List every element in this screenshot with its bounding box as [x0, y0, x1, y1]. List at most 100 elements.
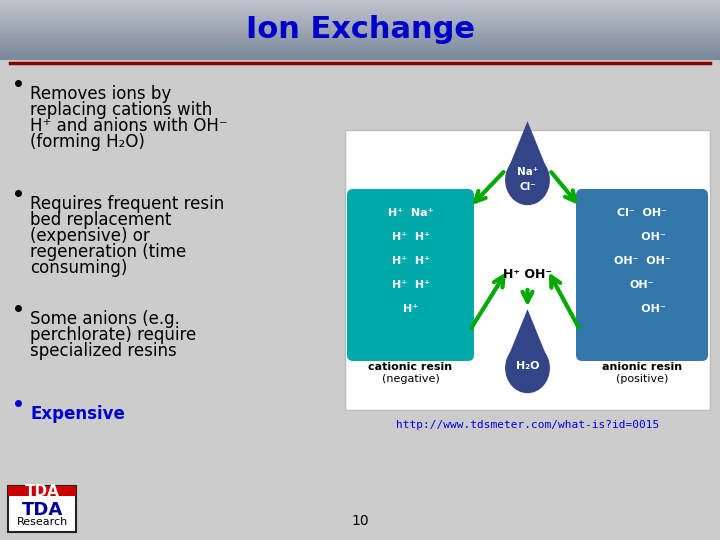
Text: Some anions (e.g.: Some anions (e.g. [30, 310, 180, 328]
Bar [0, 9, 720, 10]
Text: (positive): (positive) [616, 374, 668, 384]
Bar [0, 32, 720, 34]
Bar [0, 12, 720, 14]
Bar [0, 8, 720, 9]
Bar [0, 44, 720, 45]
Bar [0, 16, 720, 17]
Bar [0, 39, 720, 41]
Text: TDA: TDA [24, 483, 60, 498]
Bar [0, 17, 720, 18]
Text: H⁺  H⁺: H⁺ H⁺ [392, 232, 430, 242]
FancyBboxPatch shape [8, 486, 76, 532]
Text: consuming): consuming) [30, 259, 127, 277]
Bar [0, 51, 720, 52]
Bar [0, 50, 720, 51]
Text: bed replacement: bed replacement [30, 211, 171, 229]
Bar [0, 6, 720, 8]
Bar [0, 14, 720, 15]
Bar [0, 42, 720, 43]
Text: H⁺ and anions with OH⁻: H⁺ and anions with OH⁻ [30, 117, 228, 135]
Text: (negative): (negative) [382, 374, 439, 384]
Bar [0, 31, 720, 33]
Text: H⁺  H⁺: H⁺ H⁺ [392, 280, 430, 290]
Bar [0, 18, 720, 20]
Bar [0, 37, 720, 39]
Bar [0, 0, 720, 1]
Text: OH⁻: OH⁻ [618, 304, 666, 314]
Text: anionic resin: anionic resin [602, 362, 682, 372]
Bar [0, 56, 720, 57]
Bar [0, 1, 720, 2]
Bar [0, 49, 720, 50]
Bar [0, 53, 720, 55]
Bar [0, 37, 720, 38]
Bar [0, 26, 720, 28]
Bar [0, 24, 720, 26]
Bar [0, 5, 720, 7]
Text: Cl⁻: Cl⁻ [519, 182, 536, 192]
Bar [0, 51, 720, 53]
Bar [0, 2, 720, 3]
Bar [0, 38, 720, 40]
Text: H₂O: H₂O [516, 361, 539, 371]
Text: specialized resins: specialized resins [30, 342, 176, 360]
Text: Requires frequent resin: Requires frequent resin [30, 195, 224, 213]
Text: H⁺: H⁺ [403, 304, 418, 314]
Bar [0, 28, 720, 29]
Ellipse shape [505, 155, 550, 205]
Bar [0, 11, 720, 13]
Bar [0, 3, 720, 4]
Bar [0, 15, 720, 16]
Text: TDA: TDA [22, 501, 63, 519]
Bar [0, 36, 720, 37]
Bar [0, 4, 720, 6]
Text: H⁺ OH⁻: H⁺ OH⁻ [503, 268, 552, 281]
Bar [0, 40, 720, 42]
Text: replacing cations with: replacing cations with [30, 101, 212, 119]
Text: cationic resin: cationic resin [369, 362, 453, 372]
Text: perchlorate) require: perchlorate) require [30, 326, 197, 344]
Bar [0, 55, 720, 56]
Text: H⁺  H⁺: H⁺ H⁺ [392, 256, 430, 266]
Bar [0, 44, 720, 46]
Text: Expensive: Expensive [30, 405, 125, 423]
Bar [0, 3, 720, 5]
Bar [0, 30, 720, 31]
Bar [0, 10, 720, 11]
FancyBboxPatch shape [347, 189, 474, 361]
Text: OH⁻: OH⁻ [630, 280, 654, 290]
Bar [0, 10, 720, 12]
Ellipse shape [505, 343, 550, 393]
Bar [0, 17, 720, 19]
Polygon shape [509, 121, 546, 166]
Text: Cl⁻  OH⁻: Cl⁻ OH⁻ [617, 208, 667, 218]
Bar [0, 22, 720, 23]
Bar [0, 43, 720, 44]
Bar [0, 46, 720, 48]
Text: OH⁻  OH⁻: OH⁻ OH⁻ [613, 256, 670, 266]
Bar [0, 30, 720, 32]
Bar [0, 52, 720, 54]
Text: (expensive) or: (expensive) or [30, 227, 150, 245]
Bar [0, 24, 720, 25]
Text: regeneration (time: regeneration (time [30, 243, 186, 261]
Bar [345, 130, 710, 410]
Bar [0, 35, 720, 36]
Text: Removes ions by: Removes ions by [30, 85, 171, 103]
Text: H⁺  Na⁺: H⁺ Na⁺ [388, 208, 433, 218]
Polygon shape [509, 309, 546, 354]
Bar [0, 29, 720, 30]
Text: 10: 10 [351, 514, 369, 528]
Bar [0, 21, 720, 22]
Bar [0, 45, 720, 47]
Bar [0, 57, 720, 59]
Text: http://www.tdsmeter.com/what-is?id=0015: http://www.tdsmeter.com/what-is?id=0015 [396, 420, 659, 430]
Text: Ion Exchange: Ion Exchange [246, 16, 474, 44]
Text: OH⁻: OH⁻ [618, 232, 666, 242]
Bar [0, 58, 720, 60]
Bar [0, 19, 720, 21]
Bar [0, 23, 720, 24]
Bar [0, 33, 720, 35]
FancyBboxPatch shape [576, 189, 708, 361]
Bar [0, 48, 720, 49]
